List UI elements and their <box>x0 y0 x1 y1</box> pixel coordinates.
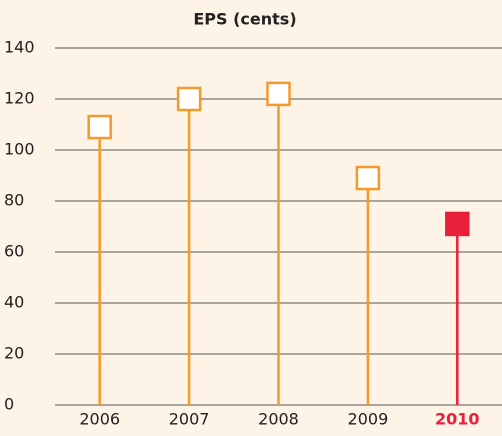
y-tick-label: 120 <box>4 89 35 108</box>
y-tick-label: 80 <box>4 191 24 210</box>
marker <box>445 211 470 237</box>
marker <box>176 86 202 112</box>
x-tick-label: 2010 <box>435 410 480 429</box>
chart-title: EPS (cents) <box>193 10 296 29</box>
y-tick-label: 100 <box>4 140 35 159</box>
y-tick-label: 60 <box>4 242 24 261</box>
marker <box>355 165 381 191</box>
y-tick-label: 40 <box>4 293 24 312</box>
marker <box>87 114 112 140</box>
y-tick-label: 0 <box>4 395 14 414</box>
y-tick-label: 140 <box>4 38 35 57</box>
y-tick-label: 20 <box>4 344 24 363</box>
x-tick-label: 2007 <box>169 410 210 429</box>
marker <box>266 81 291 107</box>
x-tick-label: 2009 <box>348 410 389 429</box>
x-tick-label: 2006 <box>79 410 120 429</box>
x-tick-label: 2008 <box>258 410 299 429</box>
